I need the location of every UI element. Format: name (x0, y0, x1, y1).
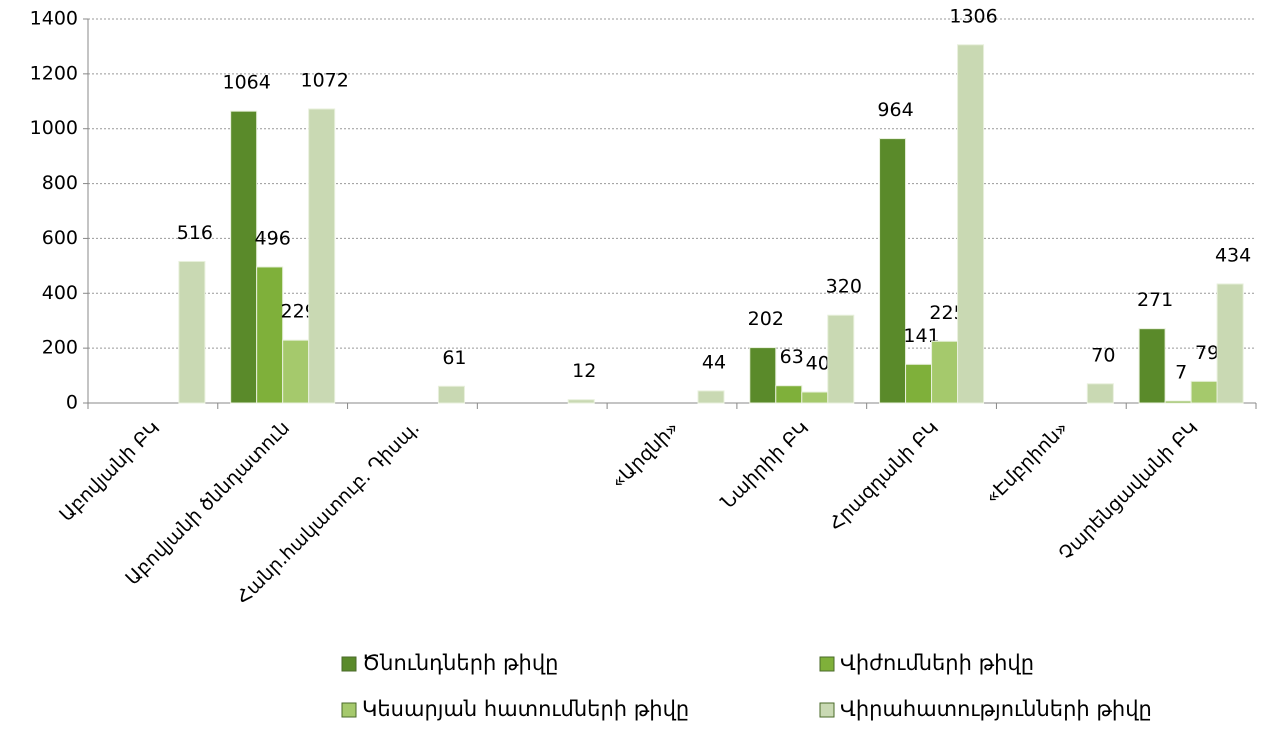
bar (697, 390, 725, 404)
bar (1190, 380, 1218, 404)
y-tick-label: 1000 (30, 117, 78, 139)
y-tick-label: 400 (42, 282, 78, 304)
data-label: 70 (1091, 344, 1115, 366)
bar (1164, 400, 1192, 404)
bar (178, 260, 206, 404)
legend-label: Վիժումների թիվը (840, 651, 1034, 675)
bar (230, 110, 258, 404)
x-tick-label: Հրազդանի ԲԿ (825, 417, 943, 535)
x-tick-label: «Արզնի» (607, 417, 683, 493)
data-label: 7 (1175, 362, 1187, 384)
bar (905, 363, 933, 404)
data-label: 496 (255, 227, 291, 249)
data-label: 44 (702, 351, 726, 373)
legend-swatch (341, 656, 357, 672)
data-label: 964 (877, 99, 913, 121)
data-label: 12 (572, 360, 596, 382)
bar (1086, 383, 1114, 404)
y-tick-label: 0 (66, 392, 78, 414)
data-label: 61 (442, 347, 466, 369)
bar (775, 385, 803, 404)
y-tick-label: 800 (42, 172, 78, 194)
bar (437, 385, 465, 404)
data-label: 40 (806, 353, 830, 375)
y-tick-label: 1200 (30, 62, 78, 84)
bar (879, 138, 907, 404)
bar (957, 44, 985, 404)
bar (308, 108, 336, 404)
bar (749, 347, 777, 404)
x-tick-label: Աբովյանի ԲԿ (55, 417, 164, 526)
data-label: 225 (929, 302, 965, 324)
data-label: 516 (177, 222, 213, 244)
data-label: 434 (1215, 244, 1251, 266)
x-tick-label: Չարենցավանի ԲԿ (1055, 417, 1203, 565)
x-tick-label: «Էմբրիոն» (981, 417, 1073, 509)
bar (801, 391, 829, 404)
legend-label: Կեսարյան հատումների թիվը (362, 697, 689, 721)
data-label: 320 (826, 276, 862, 298)
y-tick-label: 600 (42, 227, 78, 249)
bar (1138, 328, 1166, 404)
data-label: 63 (780, 346, 804, 368)
legend-swatch (819, 702, 835, 718)
data-label: 79 (1195, 342, 1219, 364)
data-label: 202 (748, 308, 784, 330)
bar (1216, 283, 1244, 404)
y-tick-label: 1400 (30, 8, 78, 30)
data-label: 271 (1137, 289, 1173, 311)
data-label: 1306 (949, 5, 997, 27)
bar (567, 399, 595, 404)
bar (827, 314, 855, 404)
y-tick-label: 200 (42, 337, 78, 359)
bar (931, 340, 959, 404)
legend-swatch (341, 702, 357, 718)
legend-label: Վիրահատությունների թիվը (840, 697, 1152, 721)
legend-label: Ծնունդների թիվը (362, 651, 558, 675)
data-label: 1072 (300, 69, 348, 91)
legend-swatch (819, 656, 835, 672)
bar (282, 339, 310, 404)
data-label: 229 (281, 301, 317, 323)
data-label: 1064 (222, 72, 270, 94)
bar (256, 266, 284, 404)
x-tick-label: Նաիրիի ԲԿ (717, 417, 813, 513)
data-label: 141 (903, 325, 939, 347)
